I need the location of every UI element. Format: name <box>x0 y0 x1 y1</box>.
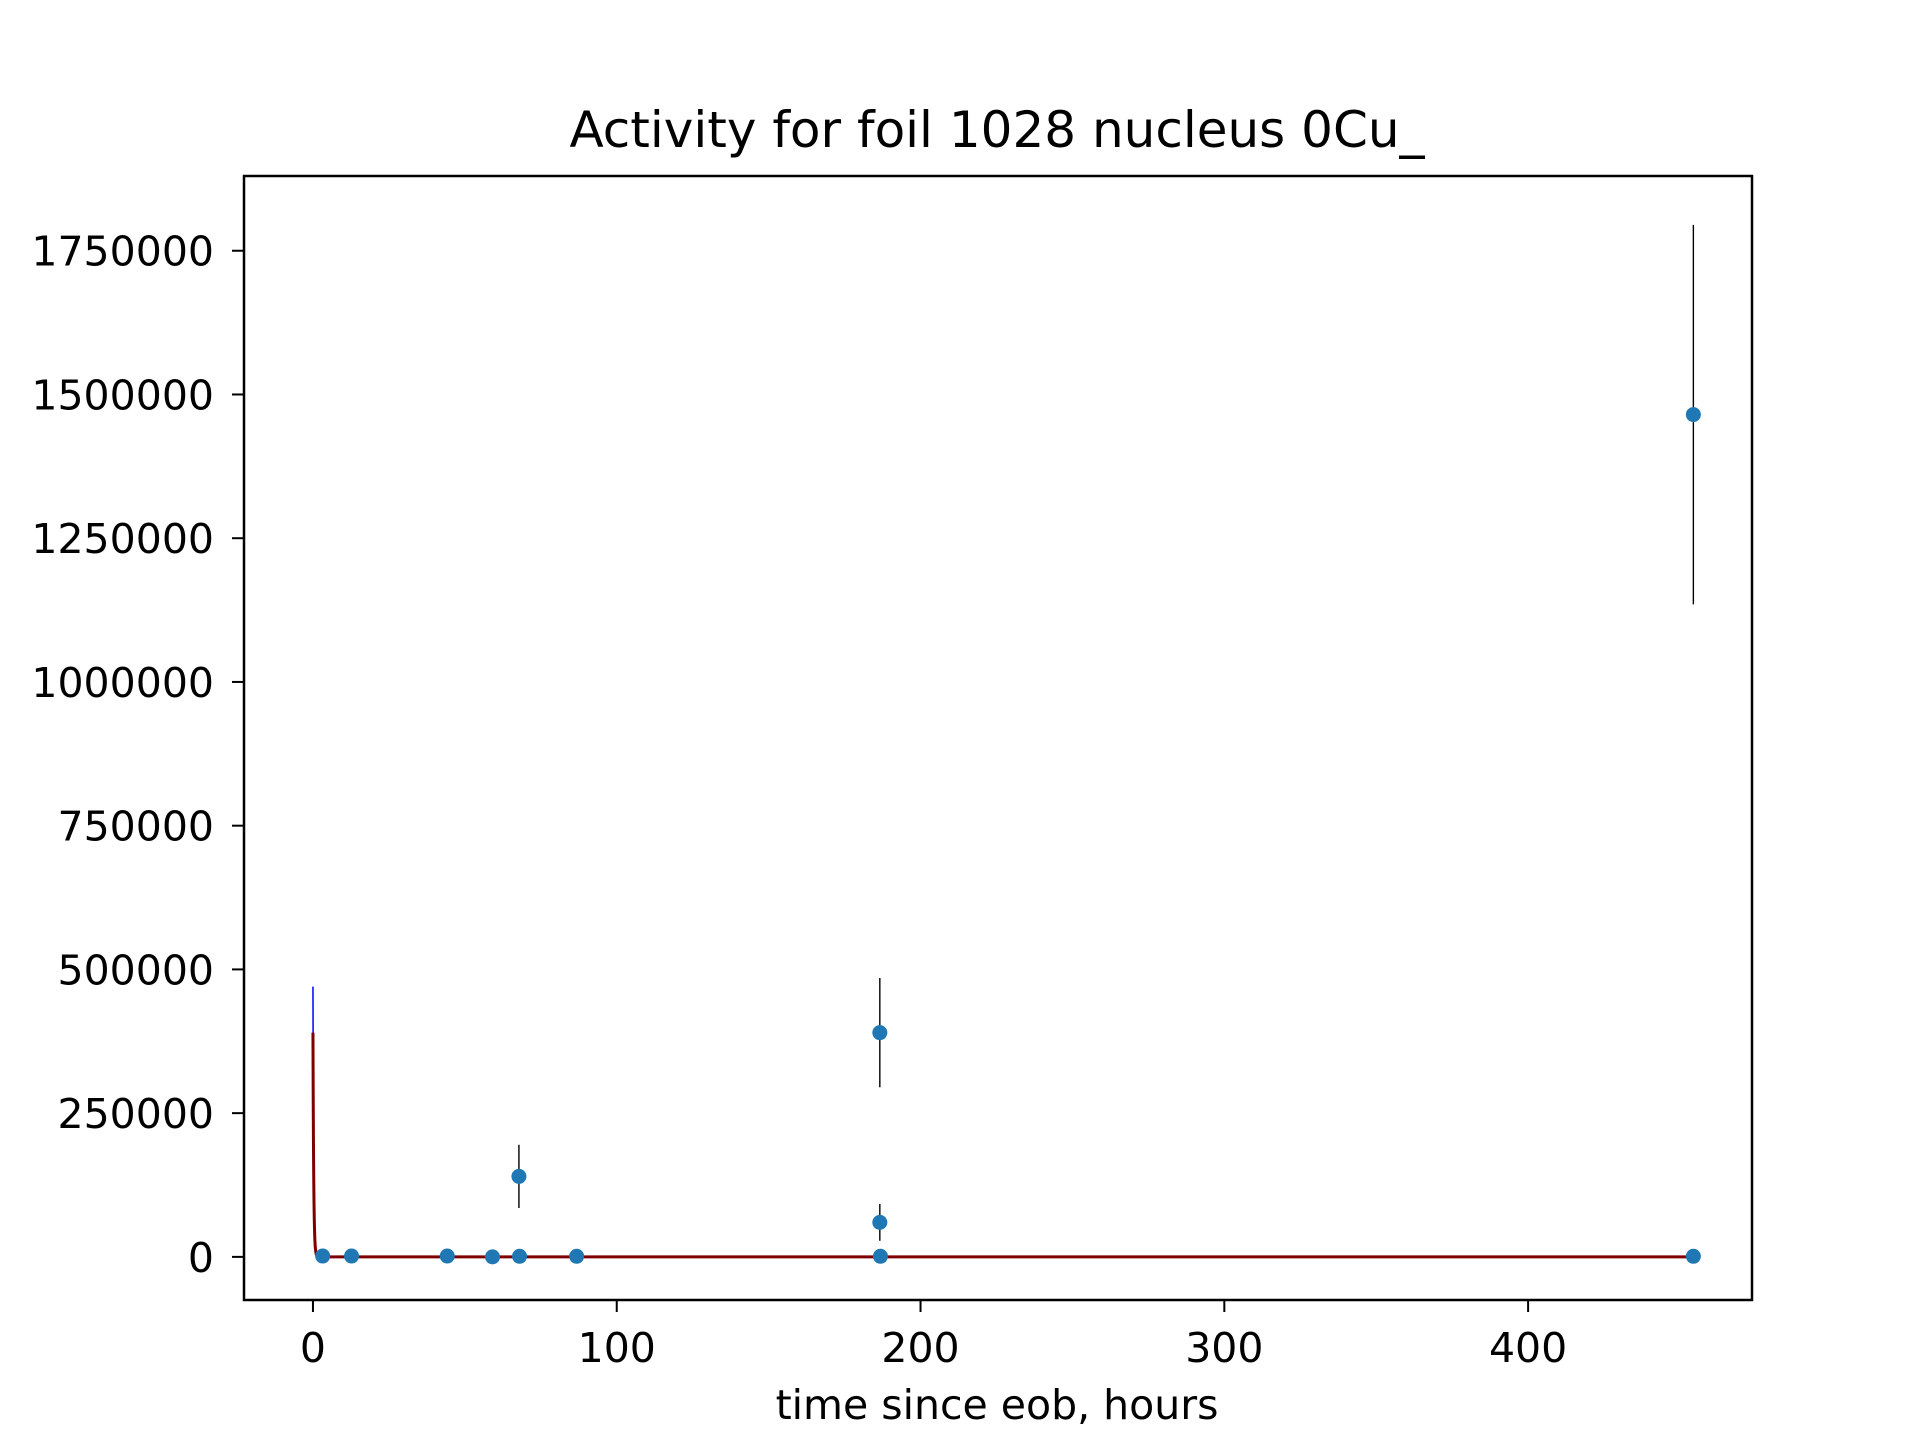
x-tick-label: 400 <box>1489 1324 1567 1372</box>
data-point <box>484 1249 500 1265</box>
data-point <box>439 1248 455 1264</box>
x-tick-label: 100 <box>578 1324 656 1372</box>
y-tick-label: 500000 <box>57 946 214 994</box>
x-tick-label: 0 <box>300 1324 326 1372</box>
data-point <box>872 1025 888 1041</box>
data-point <box>1685 407 1701 423</box>
x-axis: 0 100 200 300 400 <box>300 1300 1567 1372</box>
x-tick-label: 300 <box>1185 1324 1263 1372</box>
x-tick-label: 200 <box>881 1324 959 1372</box>
y-axis: 0 250000 500000 750000 1000000 1250000 1500000… <box>31 228 244 1282</box>
data-point <box>511 1168 527 1184</box>
data-point <box>512 1248 528 1264</box>
axes-frame <box>242 174 1754 1302</box>
y-tick-label: 250000 <box>57 1090 214 1138</box>
y-tick-label: 1750000 <box>31 228 214 276</box>
data-point <box>315 1248 331 1264</box>
data-point <box>872 1214 888 1230</box>
y-tick-label: 750000 <box>57 803 214 851</box>
plot-area <box>311 224 1701 1265</box>
data-point <box>344 1248 360 1264</box>
x-axis-label: time since eob, hours <box>776 1381 1219 1429</box>
y-tick-label: 1500000 <box>31 371 214 419</box>
data-point <box>569 1248 585 1264</box>
data-point <box>1685 1248 1701 1264</box>
y-tick-label: 1000000 <box>31 659 214 707</box>
y-tick-label: 1250000 <box>31 515 214 563</box>
chart-title: Activity for foil 1028 nucleus 0Cu_ <box>569 101 1425 159</box>
y-tick-label: 0 <box>188 1234 214 1282</box>
data-point <box>872 1248 888 1264</box>
